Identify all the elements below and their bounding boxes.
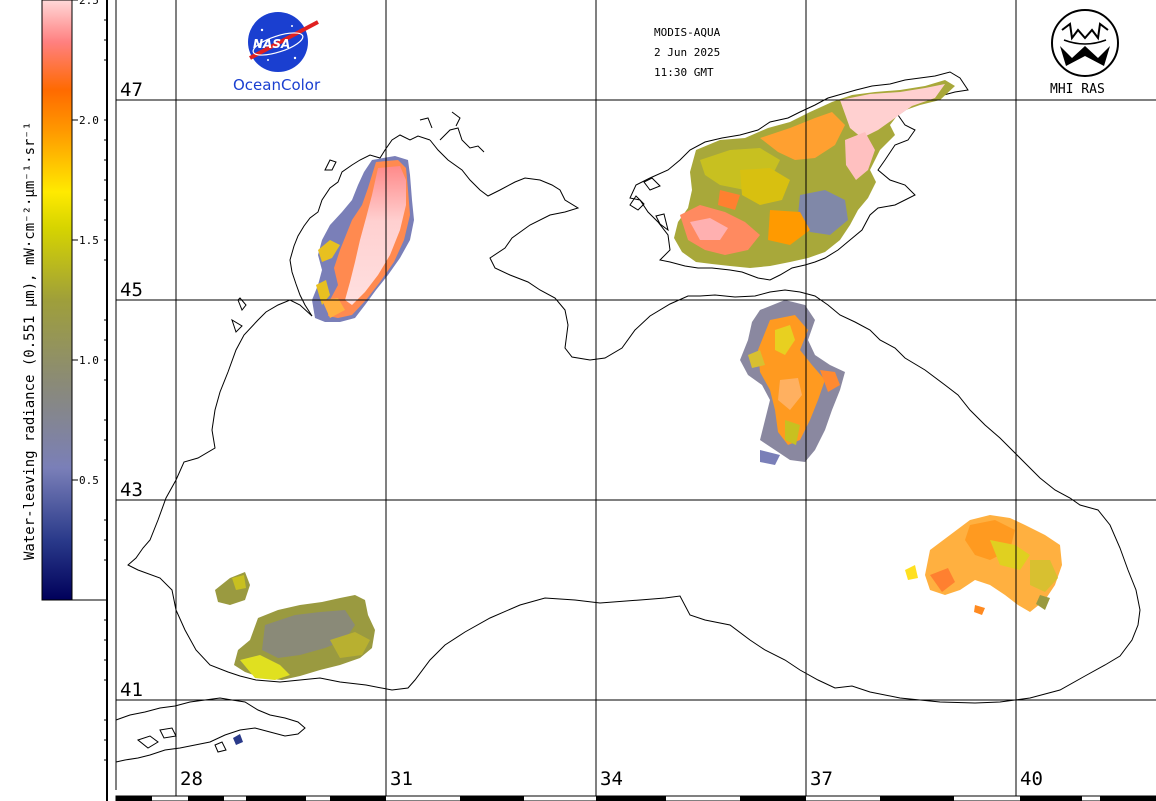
lon-label-34: 34	[600, 768, 623, 790]
colorbar: 2.5 2.0 1.5 1.0 0.5 Water-leaving radiance (…	[22, 0, 104, 601]
northwest-shelf-plume	[312, 156, 414, 322]
bosphorus-area-patch	[233, 734, 243, 745]
oceancolor-caption: OceanColor	[233, 76, 321, 94]
black-sea-coastline	[127, 291, 1141, 704]
lat-label-47: 47	[120, 79, 143, 101]
crimea-coastline	[429, 139, 801, 361]
mhi-ras-caption: MHI RAS	[1050, 82, 1105, 97]
marmara-coastline	[115, 697, 306, 763]
southwest-coast-patch	[215, 572, 375, 680]
northeast-coast-patch	[905, 515, 1062, 615]
nasa-wordmark: NASA	[253, 37, 290, 51]
kerch-outflow	[740, 300, 845, 465]
header-date: 2 Jun 2025	[654, 46, 720, 59]
lat-label-45: 45	[120, 279, 143, 301]
colorbar-title: Water-leaving radiance (0.551 μm), mW·cm…	[22, 122, 38, 560]
lat-label-41: 41	[120, 679, 143, 701]
left-axis-ticks	[104, 19, 107, 761]
lon-label-37: 37	[810, 768, 833, 790]
colorbar-tick-label: 1.5	[79, 234, 99, 247]
colorbar-ticks: 2.5 2.0 1.5 1.0 0.5	[72, 0, 99, 487]
sea-of-azov	[674, 80, 955, 268]
header-sensor: MODIS-AQUA	[654, 26, 721, 39]
colorbar-tick-label: 1.0	[79, 354, 99, 367]
colorbar-gradient	[41, 0, 73, 601]
northwest-coastline	[289, 134, 431, 317]
header-time: 11:30 GMT	[654, 66, 714, 79]
bottom-scale-bar	[115, 795, 1156, 801]
colorbar-tick-label: 2.5	[79, 0, 99, 7]
colorbar-tick-label: 2.0	[79, 114, 99, 127]
nasa-logo: NASA OceanColor	[233, 12, 321, 94]
colorbar-tick-label: 0.5	[79, 474, 99, 487]
lat-label-43: 43	[120, 479, 143, 501]
graticule	[116, 0, 1156, 796]
mhi-ras-logo: MHI RAS	[1050, 9, 1119, 97]
lon-label-28: 28	[180, 768, 203, 790]
lon-label-31: 31	[390, 768, 413, 790]
lon-label-40: 40	[1020, 768, 1043, 790]
